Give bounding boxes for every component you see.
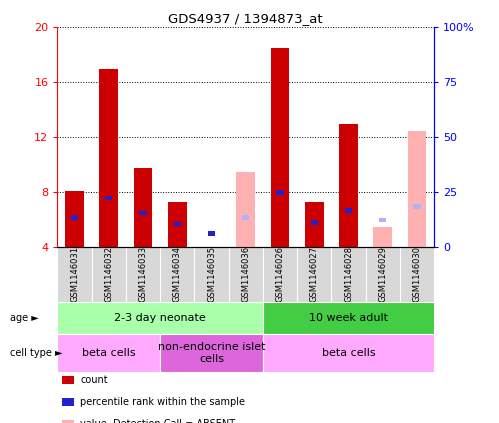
Bar [160, 334, 263, 372]
Title: GDS4937 / 1394873_at: GDS4937 / 1394873_at [169, 12, 323, 25]
Bar [105, 195, 112, 201]
Bar [168, 202, 187, 247]
Bar [208, 231, 215, 236]
Bar [263, 302, 434, 334]
Bar [414, 204, 421, 209]
Bar [139, 211, 147, 215]
Text: value, Detection Call = ABSENT: value, Detection Call = ABSENT [80, 419, 235, 423]
Bar [237, 172, 255, 247]
Text: beta cells: beta cells [82, 348, 136, 358]
Text: non-endocrine islet
cells: non-endocrine islet cells [158, 342, 265, 364]
Bar [99, 69, 118, 247]
Text: age ►: age ► [10, 313, 39, 323]
Bar [270, 48, 289, 247]
Text: 10 week adult: 10 week adult [309, 313, 388, 323]
Text: 2-3 day neonate: 2-3 day neonate [114, 313, 206, 323]
Text: beta cells: beta cells [322, 348, 375, 358]
Bar [373, 227, 392, 247]
Bar [379, 217, 386, 222]
Bar [57, 302, 263, 334]
Text: percentile rank within the sample: percentile rank within the sample [80, 397, 245, 407]
Bar [57, 334, 160, 372]
Bar [174, 222, 181, 226]
Text: cell type ►: cell type ► [10, 348, 62, 358]
Bar [408, 131, 427, 247]
Bar [276, 190, 283, 195]
Bar [339, 124, 358, 247]
Bar [263, 334, 434, 372]
Bar [65, 191, 84, 247]
Bar [242, 215, 250, 220]
Text: count: count [80, 375, 108, 385]
Bar [345, 208, 352, 213]
Bar [311, 220, 318, 225]
Bar [71, 215, 78, 220]
Bar [305, 202, 324, 247]
Bar [134, 168, 152, 247]
